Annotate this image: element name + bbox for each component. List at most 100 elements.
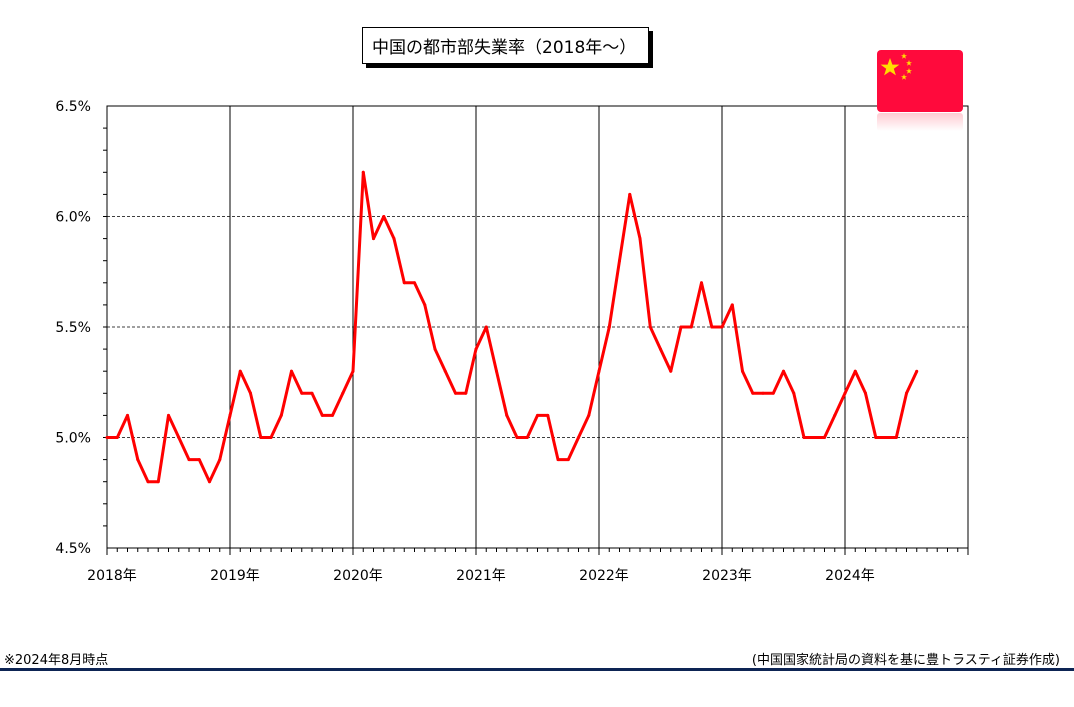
y-tick-label: 4.5% bbox=[55, 541, 91, 557]
data-point bbox=[331, 413, 334, 417]
data-point bbox=[361, 170, 365, 174]
data-point bbox=[546, 413, 550, 417]
data-point bbox=[156, 480, 160, 484]
data-point bbox=[495, 369, 498, 373]
data-point bbox=[433, 347, 437, 351]
data-point bbox=[525, 436, 529, 439]
data-point bbox=[710, 325, 714, 329]
source-note: (中国国家統計局の資料を基に豊トラスティ証券作成) bbox=[751, 653, 1060, 668]
y-tick-label: 5.0% bbox=[55, 431, 91, 447]
data-point bbox=[792, 391, 796, 395]
axis-layer: 4.5% 5.0% 5.5% 6.0% 6.5% 2018年 2019年 2020年 2021年… bbox=[55, 99, 969, 584]
y-tick-label: 5.5% bbox=[55, 320, 91, 336]
data-point bbox=[372, 237, 375, 241]
series-layer bbox=[105, 170, 919, 484]
data-point bbox=[853, 369, 857, 373]
data-point bbox=[566, 458, 570, 462]
data-point bbox=[105, 436, 109, 439]
data-point bbox=[659, 347, 662, 351]
data-point bbox=[464, 391, 468, 395]
china-flag-icon bbox=[877, 50, 963, 112]
data-point bbox=[648, 325, 652, 329]
data-point bbox=[454, 391, 457, 395]
data-point bbox=[823, 436, 826, 439]
data-point bbox=[638, 237, 642, 241]
data-point bbox=[905, 391, 908, 395]
data-point bbox=[402, 281, 406, 285]
footer-rule bbox=[0, 668, 1074, 671]
data-point bbox=[146, 480, 150, 484]
data-point bbox=[864, 391, 867, 395]
data-point bbox=[484, 325, 488, 329]
data-point bbox=[505, 413, 509, 417]
data-point bbox=[874, 436, 878, 439]
data-point bbox=[167, 413, 170, 417]
data-point bbox=[290, 369, 293, 373]
data-point bbox=[689, 325, 693, 329]
data-point bbox=[597, 369, 601, 373]
x-tick-label: 2022年 bbox=[579, 568, 629, 584]
data-point bbox=[669, 369, 673, 373]
y-tick-label: 6.5% bbox=[55, 99, 91, 115]
data-point bbox=[279, 413, 283, 417]
data-point bbox=[474, 347, 478, 351]
data-point bbox=[515, 436, 519, 439]
data-point bbox=[269, 436, 273, 439]
data-point bbox=[700, 281, 703, 285]
data-point bbox=[300, 391, 304, 395]
data-point bbox=[730, 303, 734, 307]
data-point bbox=[628, 192, 632, 196]
data-point bbox=[812, 436, 816, 439]
data-point bbox=[413, 281, 416, 285]
data-point bbox=[320, 413, 324, 417]
data-point bbox=[843, 391, 847, 395]
footnote: ※2024年8月時点 bbox=[4, 653, 109, 668]
data-point bbox=[536, 413, 539, 417]
chart-title: 中国の都市部失業率（2018年〜） bbox=[362, 27, 650, 64]
data-point bbox=[197, 458, 201, 462]
x-tick-label: 2024年 bbox=[825, 568, 875, 584]
data-point bbox=[351, 369, 355, 373]
data-point bbox=[915, 369, 919, 373]
data-point bbox=[423, 303, 427, 307]
data-point bbox=[782, 369, 785, 373]
data-point bbox=[679, 325, 683, 329]
data-point bbox=[577, 436, 580, 439]
data-point bbox=[587, 413, 591, 417]
x-tick-label: 2023年 bbox=[702, 568, 752, 584]
flag-reflection bbox=[877, 113, 963, 131]
data-point bbox=[228, 413, 232, 417]
data-point bbox=[115, 436, 119, 439]
data-point bbox=[382, 215, 386, 218]
data-point bbox=[187, 458, 191, 462]
data-point bbox=[259, 436, 263, 439]
data-point bbox=[618, 259, 621, 263]
x-tick-label: 2019年 bbox=[210, 568, 260, 584]
data-point bbox=[720, 325, 724, 329]
data-point bbox=[771, 391, 775, 395]
data-point bbox=[556, 458, 560, 462]
data-point bbox=[751, 391, 755, 395]
x-tick-label: 2020年 bbox=[333, 568, 383, 584]
data-point bbox=[833, 413, 837, 417]
data-point bbox=[741, 369, 744, 373]
data-point bbox=[136, 458, 140, 462]
data-point bbox=[177, 436, 181, 439]
data-point bbox=[208, 480, 211, 484]
data-point bbox=[238, 369, 242, 373]
data-point bbox=[607, 325, 611, 329]
data-point bbox=[761, 391, 765, 395]
series-line-unemployment-rate bbox=[107, 170, 919, 484]
data-point bbox=[310, 391, 314, 395]
x-tick-label: 2018年 bbox=[87, 568, 137, 584]
data-point bbox=[249, 391, 252, 395]
data-point bbox=[443, 369, 447, 373]
data-point bbox=[802, 436, 806, 439]
data-point bbox=[392, 237, 396, 241]
data-point bbox=[894, 436, 898, 439]
data-point bbox=[341, 391, 345, 395]
grid-layer bbox=[106, 105, 969, 549]
data-point bbox=[218, 458, 222, 462]
data-point bbox=[126, 413, 129, 417]
